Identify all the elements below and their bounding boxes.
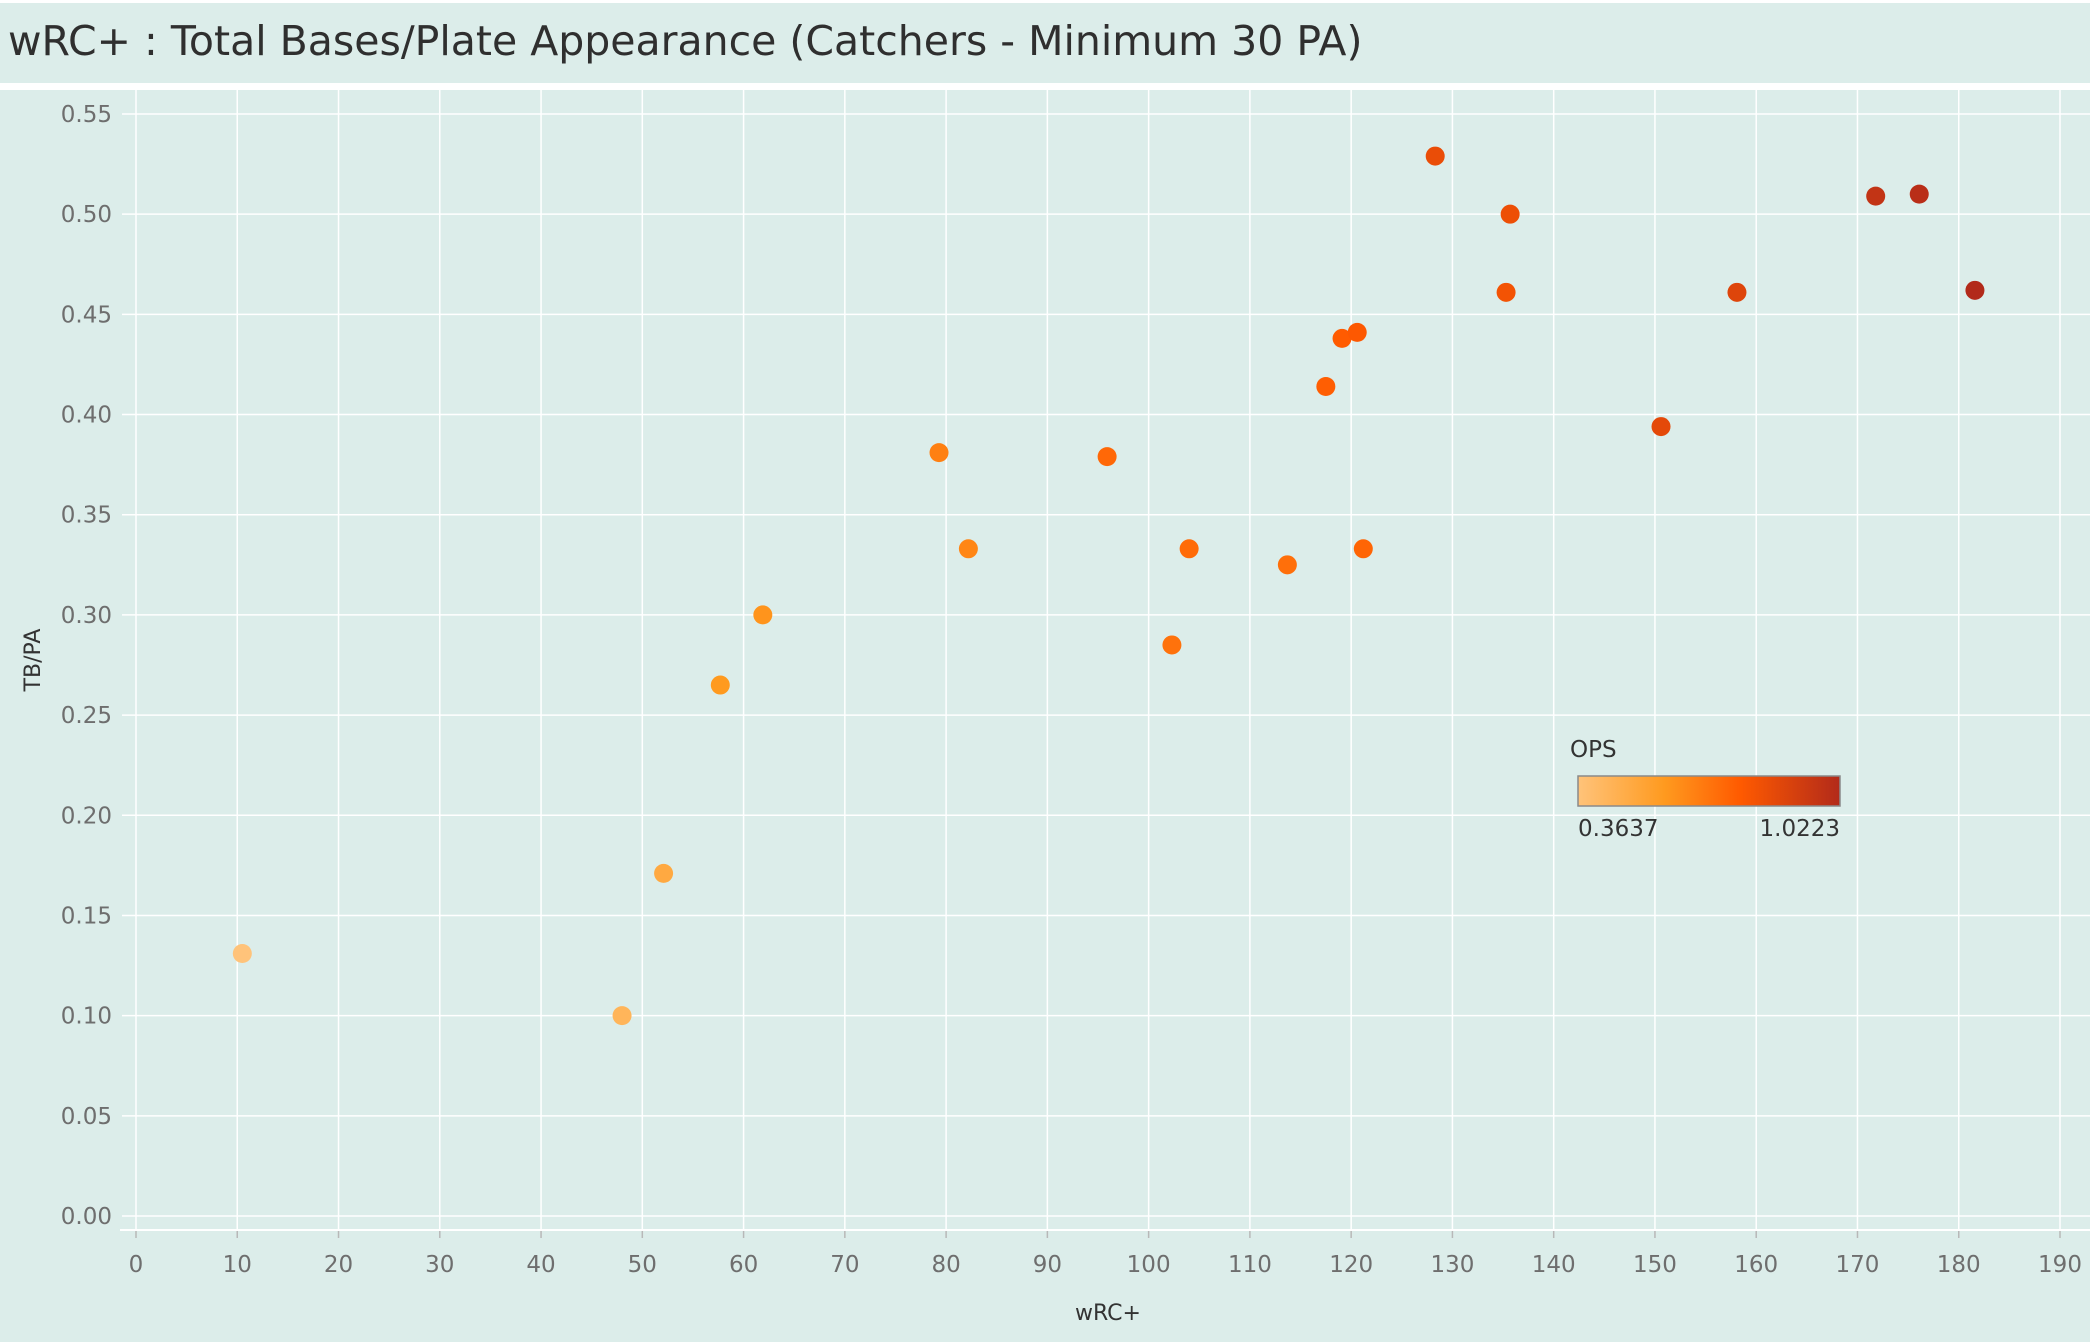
data-point[interactable] (1316, 376, 1336, 396)
data-point[interactable] (1651, 417, 1671, 437)
data-point[interactable] (1909, 184, 1929, 204)
data-point[interactable] (654, 863, 674, 883)
title-bar: wRC+ : Total Bases/Plate Appearance (Cat… (0, 3, 2090, 83)
x-tick-label: 0 (129, 1252, 144, 1278)
x-tick-label: 190 (2038, 1252, 2082, 1278)
x-tick-label: 130 (1430, 1252, 1474, 1278)
y-tick-label: 0.45 (61, 302, 112, 328)
data-point[interactable] (710, 675, 730, 695)
y-tick-label: 0.10 (61, 1004, 112, 1030)
y-axis-ticks: 0.00 0.05 0.10 0.15 0.20 0.25 0.30 0.35 0.40 0.45… (61, 102, 112, 1230)
x-tick-label: 110 (1228, 1252, 1272, 1278)
y-tick-label: 0.00 (61, 1204, 112, 1230)
data-point[interactable] (1353, 539, 1373, 559)
data-point[interactable] (958, 539, 978, 559)
data-point[interactable] (1727, 282, 1747, 302)
data-point[interactable] (1866, 186, 1886, 206)
y-tick-label: 0.15 (61, 903, 112, 929)
data-point[interactable] (1496, 282, 1516, 302)
x-tick-label: 60 (729, 1252, 758, 1278)
x-tick-label: 10 (223, 1252, 252, 1278)
x-tick-label: 180 (1937, 1252, 1981, 1278)
data-point[interactable] (1965, 280, 1985, 300)
x-tick-label: 120 (1329, 1252, 1373, 1278)
data-point[interactable] (1179, 539, 1199, 559)
gridlines (120, 90, 2090, 1238)
legend-title: OPS (1570, 737, 1617, 763)
data-point[interactable] (1347, 322, 1367, 342)
y-tick-label: 0.05 (61, 1104, 112, 1130)
x-tick-label: 160 (1734, 1252, 1778, 1278)
chart-title: wRC+ : Total Bases/Plate Appearance (Cat… (8, 17, 1363, 65)
data-point[interactable] (1097, 447, 1117, 467)
x-tick-label: 90 (1033, 1252, 1062, 1278)
data-point[interactable] (612, 1006, 632, 1026)
y-axis-label: TB/PA (21, 629, 46, 693)
legend-gradient-bar (1577, 775, 1841, 807)
x-tick-label: 80 (931, 1252, 960, 1278)
x-axis-label: wRC+ (1075, 1301, 1141, 1326)
data-point[interactable] (1162, 635, 1182, 655)
data-point[interactable] (1277, 555, 1297, 575)
x-tick-label: 30 (425, 1252, 454, 1278)
data-point[interactable] (929, 443, 949, 463)
legend-min-label: 0.3637 (1578, 816, 1658, 842)
x-tick-label: 100 (1127, 1252, 1171, 1278)
x-tick-label: 140 (1532, 1252, 1576, 1278)
y-tick-label: 0.55 (61, 102, 112, 128)
legend-max-label: 1.0223 (1760, 816, 1840, 842)
data-points (232, 146, 1985, 1026)
data-point[interactable] (1332, 328, 1352, 348)
y-tick-label: 0.40 (61, 403, 112, 429)
y-tick-label: 0.50 (61, 202, 112, 228)
x-tick-label: 40 (526, 1252, 555, 1278)
x-tick-label: 50 (628, 1252, 657, 1278)
y-tick-label: 0.20 (61, 803, 112, 829)
x-tick-label: 20 (324, 1252, 353, 1278)
chart-panel: 0 10 20 30 40 50 60 70 80 90 100 110 120 130 140 150 160… (0, 90, 2090, 1342)
y-tick-label: 0.35 (61, 503, 112, 529)
x-tick-label: 70 (830, 1252, 859, 1278)
y-tick-label: 0.25 (61, 703, 112, 729)
data-point[interactable] (232, 944, 252, 964)
scatter-chart: 0 10 20 30 40 50 60 70 80 90 100 110 120 130 140 150 160… (21, 90, 2090, 1326)
x-tick-label: 170 (1836, 1252, 1880, 1278)
data-point[interactable] (1500, 204, 1520, 224)
data-point[interactable] (753, 605, 773, 625)
y-tick-label: 0.30 (61, 603, 112, 629)
ops-color-legend: OPS 0.3637 1.0223 (1570, 737, 1841, 842)
data-point[interactable] (1425, 146, 1445, 166)
x-axis-ticks: 0 10 20 30 40 50 60 70 80 90 100 110 120 130 140 150 160… (129, 1252, 2082, 1278)
x-tick-label: 150 (1633, 1252, 1677, 1278)
